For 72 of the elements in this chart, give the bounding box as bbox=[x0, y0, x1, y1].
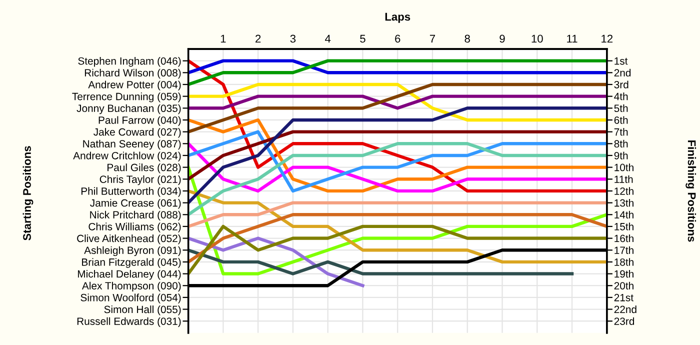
category-label: Nick Pritchard (088) bbox=[90, 210, 181, 221]
y-tick-label: 1st bbox=[614, 57, 628, 65]
category-label: Michael Delaney (044) bbox=[78, 270, 181, 280]
x-tick-label: 10 bbox=[532, 34, 543, 43]
y-tick-label: 14th bbox=[614, 210, 634, 218]
x-tick-label: 7 bbox=[430, 34, 436, 43]
y-tick-label: 18th bbox=[614, 258, 634, 266]
text: Starting Positions bbox=[22, 146, 34, 240]
y-tick-label: 21st bbox=[614, 294, 634, 302]
y-tick-label: 12th bbox=[614, 187, 634, 195]
line-series bbox=[188, 118, 607, 193]
y-axis-title: Finishing Positions bbox=[686, 140, 696, 242]
category-label: Phil Butterworth (034) bbox=[81, 187, 181, 197]
y-tick-label: 22nd bbox=[614, 305, 636, 314]
y-tick-label: 3rd bbox=[614, 80, 628, 88]
x-axis-title: Laps bbox=[385, 12, 410, 23]
x-tick-label: 6 bbox=[395, 34, 400, 43]
y-tick-label: 2nd bbox=[614, 68, 631, 77]
y-tick-label: 7th bbox=[614, 128, 628, 136]
y-tick-label: 17th bbox=[614, 246, 634, 254]
y-tick-label: 23rd bbox=[614, 317, 634, 325]
y-tick-label: 5th bbox=[614, 104, 628, 112]
category-label: Chris Taylor (021) bbox=[100, 175, 181, 186]
category-label: Simon Woolford (054) bbox=[80, 294, 181, 304]
x-tick-label: 3 bbox=[290, 34, 296, 43]
category-label: Simon Hall (055) bbox=[104, 305, 181, 316]
line-series bbox=[188, 82, 607, 134]
y-tick-label: 8th bbox=[614, 140, 628, 148]
category-label: Jonny Buchanan (035) bbox=[76, 104, 181, 114]
category-label: Alex Thompson (090) bbox=[82, 282, 181, 292]
line-series bbox=[188, 224, 607, 276]
category-label: Terrence Dunning (059) bbox=[72, 92, 181, 102]
category-label: Jamie Crease (061) bbox=[90, 199, 181, 209]
line-series bbox=[188, 213, 607, 264]
category-label: Chris Williams (062) bbox=[88, 222, 181, 232]
x-tick-label: 11 bbox=[567, 34, 578, 43]
category-label: Andrew Potter (004) bbox=[88, 80, 181, 90]
y-tick-label: 13th bbox=[614, 199, 634, 207]
line-series bbox=[188, 142, 607, 216]
y-tick-label: 4th bbox=[614, 92, 628, 100]
y-tick-label: 10th bbox=[614, 164, 634, 172]
category-label: Clive Aitkenhead (052) bbox=[77, 234, 181, 244]
line-series bbox=[188, 189, 607, 264]
y-tick-label: 19th bbox=[614, 270, 634, 278]
category-label: Russell Edwards (031) bbox=[77, 317, 181, 328]
category-label: Stephen Ingham (046) bbox=[78, 57, 181, 67]
category-label: Andrew Critchlow (024) bbox=[73, 152, 181, 162]
x-tick-label: 8 bbox=[464, 34, 470, 43]
line-series bbox=[188, 106, 607, 204]
line-series bbox=[188, 130, 607, 193]
x-tick-label: 4 bbox=[325, 34, 331, 43]
category-label: Paul Giles (028) bbox=[108, 164, 181, 174]
y-tick-label: 20th bbox=[614, 282, 634, 290]
category-label: Jake Coward (027) bbox=[94, 128, 181, 138]
category-label: Richard Wilson (008) bbox=[84, 68, 181, 79]
y-tick-label: 6th bbox=[614, 116, 628, 124]
line-series bbox=[188, 82, 607, 122]
x-tick-label: 12 bbox=[602, 34, 613, 43]
y-tick-label: 9th bbox=[614, 152, 628, 160]
x-tick-label: 5 bbox=[360, 34, 366, 43]
category-label: Paul Farrow (040) bbox=[98, 116, 181, 126]
category-label: Nathan Seeney (087) bbox=[83, 140, 181, 150]
category-label: Brian Fitzgerald (045) bbox=[82, 258, 181, 268]
y-tick-label: 11th bbox=[614, 175, 633, 183]
line-series bbox=[188, 130, 607, 181]
y-tick-label: 15th bbox=[614, 222, 634, 230]
x-tick-label: 1 bbox=[220, 34, 226, 43]
category-label: Ashleigh Byron (091) bbox=[84, 246, 181, 256]
line-series bbox=[188, 142, 607, 193]
x-tick-label: 9 bbox=[500, 34, 505, 43]
y-tick-label: 16th bbox=[614, 234, 634, 242]
x-tick-label: 2 bbox=[256, 34, 261, 43]
